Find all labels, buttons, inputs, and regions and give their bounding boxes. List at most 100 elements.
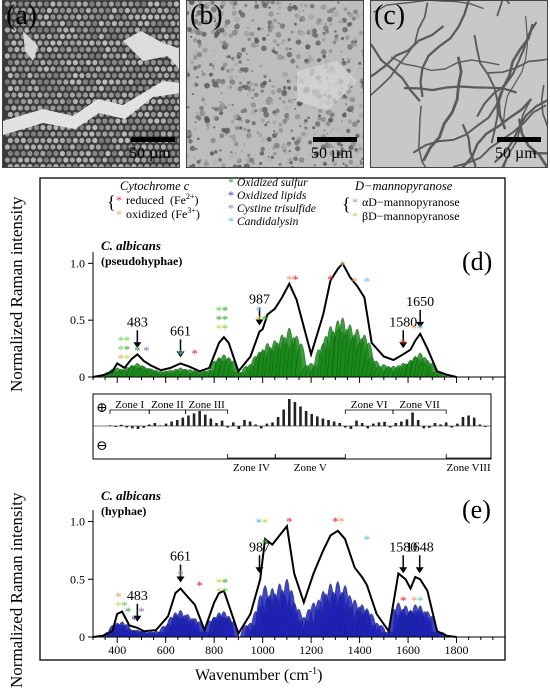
cell-cluster [212,159,218,165]
yeast-cell [121,92,127,98]
cell-cluster [195,14,198,17]
yeast-cell [14,72,20,79]
legend-mannose-title: D−mannopyranose [354,179,453,193]
legend-beta-marker: * [352,209,358,223]
yeast-cell [14,150,20,157]
zone-bracket [445,454,492,459]
cell-cluster [327,16,333,23]
yeast-cell [173,27,179,33]
yeast-cell [85,137,91,144]
difference-bar [142,426,145,428]
cell-cluster [190,167,192,168]
yeast-cell [20,20,26,27]
cell-cluster [219,149,222,152]
yeast-cell [24,157,30,163]
yeast-cell [163,163,169,167]
yeast-cell [46,33,52,40]
yeast-cell [17,53,23,59]
legend-lipids-marker: * [228,188,234,202]
yeast-cell [17,40,23,46]
cell-cluster [293,98,296,101]
cell-cluster [254,38,260,44]
panel-d-assignment-markers: * ** ** ** * * ** ** ** ** *** * *** *** * [118,258,424,366]
legend-cystine-text: Cystine trisulfide [237,203,316,215]
cell-cluster [343,7,348,12]
yeast-cell [79,163,85,167]
cell-cluster [245,132,252,139]
yeast-cell [137,7,143,14]
yeast-cell [37,1,43,7]
cell-cluster [220,92,223,95]
yeast-cell [108,92,114,98]
yeast-cell [33,20,39,27]
cell-cluster [232,5,236,10]
cell-cluster [289,47,292,51]
yeast-cell [56,79,62,85]
yeast-cell [163,124,169,131]
yeast-cell [167,105,173,111]
yeast-cell [111,124,117,131]
yeast-cell [121,66,127,72]
yeast-cell [105,124,111,131]
assignment-marker: * [364,532,371,547]
legend: Cytochrome c { * reduced (Fe2+) * oxidize… [107,175,460,228]
yeast-cell [50,1,56,7]
difference-bar [231,422,235,426]
figure-frame [39,177,506,661]
yeast-cell [98,85,104,92]
yeast-cell [98,150,104,157]
difference-bar [461,417,465,426]
cell-cluster [340,50,343,53]
xtick-label: 1200 [299,643,323,657]
cell-cluster [320,49,327,55]
cell-cluster [285,47,289,51]
cell-cluster [238,60,242,64]
cell-cluster [294,107,297,110]
xtick-label: 1600 [396,643,420,657]
yeast-cell [50,53,56,59]
yeast-cell [40,98,46,105]
cell-cluster [213,126,216,129]
yeast-cell [27,7,33,14]
assignment-marker: * [192,346,199,361]
yeast-cell [134,157,140,163]
cell-cluster [245,85,251,91]
yeast-cell [134,1,140,7]
yeast-cell [37,53,43,59]
cell-cluster [266,136,272,142]
yeast-cell [128,92,134,98]
cell-cluster [257,27,261,31]
annotation-label: 661 [170,324,191,339]
yeast-cell [69,157,75,163]
hypha-filament [494,99,547,163]
yeast-cell [43,14,49,20]
yeast-cell [63,79,69,85]
yeast-cell [59,150,65,157]
cell-cluster [360,49,363,54]
cell-cluster [281,143,287,149]
cell-cluster [259,64,262,68]
yeast-cell [43,27,49,33]
cell-cluster [219,4,224,9]
cell-cluster [295,146,301,152]
yeast-cell [173,66,179,72]
yeast-cell [147,14,153,20]
difference-bar [276,417,280,426]
yeast-cell [89,144,95,150]
yeast-cell [46,59,52,66]
cell-cluster [270,155,274,159]
yeast-cell [33,59,39,66]
cell-cluster [216,78,221,84]
yeast-cell [17,66,23,72]
cell-cluster [187,105,190,109]
cell-cluster [199,106,204,111]
cell-cluster [195,114,200,120]
yeast-cell [134,118,140,124]
cell-cluster [224,42,229,48]
yeast-cell [137,124,143,131]
yeast-cell [173,14,179,20]
yeast-cell [108,131,114,137]
difference-bar [338,423,342,426]
assignment-marker: * [411,321,418,336]
zone-label: Zone I [115,399,144,411]
